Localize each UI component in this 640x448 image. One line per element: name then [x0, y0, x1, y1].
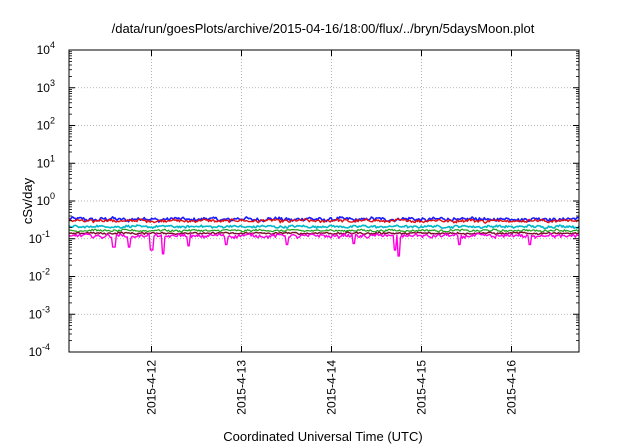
y-tick-label: 10-1: [29, 229, 50, 246]
x-tick-label: 2015-4-15: [415, 360, 429, 415]
x-axis: 2015-4-12 2015-4-13 2015-4-14 2015-4-15 2015…: [145, 50, 519, 415]
series-line-2: [68, 218, 580, 224]
y-tick-label: 102: [37, 116, 55, 133]
y-tick-label: 103: [37, 78, 55, 95]
y-tick-label: 10-3: [29, 304, 50, 321]
series-line-3: [68, 224, 580, 230]
data-series: [68, 216, 580, 257]
y-tick-label: 10-4: [29, 342, 50, 359]
y-tick-label: 101: [37, 153, 55, 170]
grid-lines: [69, 50, 579, 352]
y-tick-label: 104: [37, 40, 55, 57]
y-axis: 10-4 10-3 10-2 10-1 100 101 102 103 104: [29, 40, 579, 359]
series-line-5: [68, 231, 580, 236]
series-line-6: [68, 232, 580, 257]
x-tick-label: 2015-4-13: [235, 360, 249, 415]
y-tick-label: 100: [37, 191, 55, 208]
series-line-4: [68, 228, 580, 233]
y-tick-label: 10-2: [29, 267, 50, 284]
x-tick-label: 2015-4-12: [145, 360, 159, 415]
chart-title: /data/run/goesPlots/archive/2015-04-16/1…: [112, 21, 535, 36]
y-axis-label: cSv/day: [20, 177, 35, 224]
series-line-1: [68, 216, 580, 223]
x-axis-label: Coordinated Universal Time (UTC): [223, 429, 422, 444]
x-tick-label: 2015-4-16: [505, 360, 519, 415]
x-tick-label: 2015-4-14: [325, 360, 339, 415]
